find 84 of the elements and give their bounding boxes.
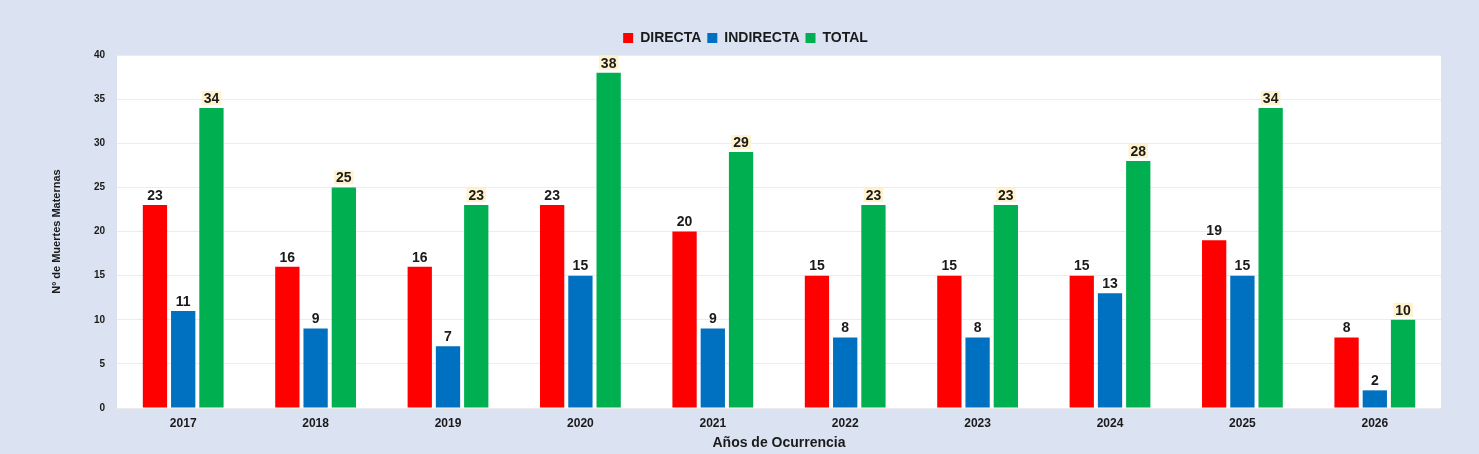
data-label: 9 <box>708 310 717 327</box>
data-label: 8 <box>841 319 850 336</box>
data-label: 23 <box>147 186 163 203</box>
data-label: 20 <box>676 213 693 230</box>
y-tick-label: 25 <box>93 181 106 193</box>
y-tick-label: 10 <box>93 313 106 325</box>
bar <box>331 187 356 408</box>
bar <box>1202 240 1227 408</box>
y-tick-label: 15 <box>93 269 106 281</box>
data-label: 15 <box>572 257 589 274</box>
bar <box>1230 275 1255 408</box>
bar <box>861 205 886 408</box>
bar <box>199 107 224 408</box>
bar <box>435 346 461 408</box>
legend-label: INDIRECTA <box>724 28 800 45</box>
bar <box>464 205 489 408</box>
bar <box>1097 293 1123 408</box>
x-tick-label: 2024 <box>1096 415 1124 430</box>
bar <box>1258 107 1283 408</box>
x-tick-label: 2023 <box>964 415 992 430</box>
x-tick-label: 2021 <box>699 415 727 430</box>
bar <box>833 337 858 408</box>
x-tick-label: 2017 <box>169 415 197 430</box>
x-axis-title: Años de Ocurrencia <box>712 434 846 451</box>
bar <box>275 266 300 408</box>
y-axis-title: Nº de Muertes Maternas <box>49 169 62 294</box>
y-tick-label: 20 <box>93 225 106 237</box>
data-label: 16 <box>411 248 428 265</box>
data-label: 15 <box>1073 257 1090 274</box>
data-label: 8 <box>1342 319 1351 336</box>
data-label: 38 <box>600 54 617 71</box>
data-label: 15 <box>1234 257 1251 274</box>
data-label: 23 <box>468 186 485 203</box>
data-label: 8 <box>973 319 982 336</box>
bar <box>1362 390 1387 408</box>
x-tick-label: 2026 <box>1361 415 1389 430</box>
bar <box>142 205 168 408</box>
bar <box>804 275 830 408</box>
data-label: 34 <box>1262 89 1279 106</box>
data-label: 23 <box>865 186 882 203</box>
data-label: 15 <box>941 257 958 274</box>
data-label: 16 <box>279 248 296 265</box>
x-tick-label: 2025 <box>1229 415 1257 430</box>
bar <box>965 337 990 408</box>
bar <box>937 275 962 408</box>
bar <box>303 328 328 408</box>
bar <box>993 205 1018 408</box>
data-label: 25 <box>336 169 352 186</box>
data-label: 10 <box>1395 301 1412 318</box>
y-tick-label: 30 <box>93 137 106 148</box>
data-label: 34 <box>203 89 220 106</box>
data-label: 9 <box>311 310 320 327</box>
bar <box>1069 275 1094 408</box>
bar <box>672 231 697 408</box>
bar <box>407 266 432 408</box>
bar <box>568 275 593 408</box>
data-label: 23 <box>998 186 1014 203</box>
bar <box>540 205 565 408</box>
data-label: 19 <box>1206 222 1223 239</box>
bar <box>700 328 725 408</box>
x-tick-label: 2022 <box>831 415 859 430</box>
bar <box>171 310 196 408</box>
x-tick-label: 2020 <box>567 415 595 430</box>
x-tick-label: 2018 <box>302 415 330 430</box>
legend-label: DIRECTA <box>640 28 702 45</box>
bar <box>1390 319 1416 408</box>
data-label: 15 <box>809 257 825 274</box>
y-tick-label: 0 <box>99 401 106 413</box>
data-label: 2 <box>1370 372 1379 389</box>
data-label: 29 <box>733 133 750 150</box>
y-tick-label: 40 <box>93 48 106 60</box>
data-label: 11 <box>175 292 191 309</box>
y-tick-label: 5 <box>99 357 106 369</box>
y-tick-label: 35 <box>93 92 106 104</box>
data-label: 13 <box>1102 275 1118 292</box>
bar <box>596 72 621 408</box>
bar <box>1126 160 1151 408</box>
legend-label: TOTAL <box>822 28 869 45</box>
x-tick-label: 2019 <box>434 415 462 430</box>
bar <box>728 152 754 408</box>
bar <box>1334 337 1359 408</box>
data-label: 23 <box>544 186 561 203</box>
data-label: 7 <box>444 328 453 345</box>
data-label: 28 <box>1130 142 1147 159</box>
